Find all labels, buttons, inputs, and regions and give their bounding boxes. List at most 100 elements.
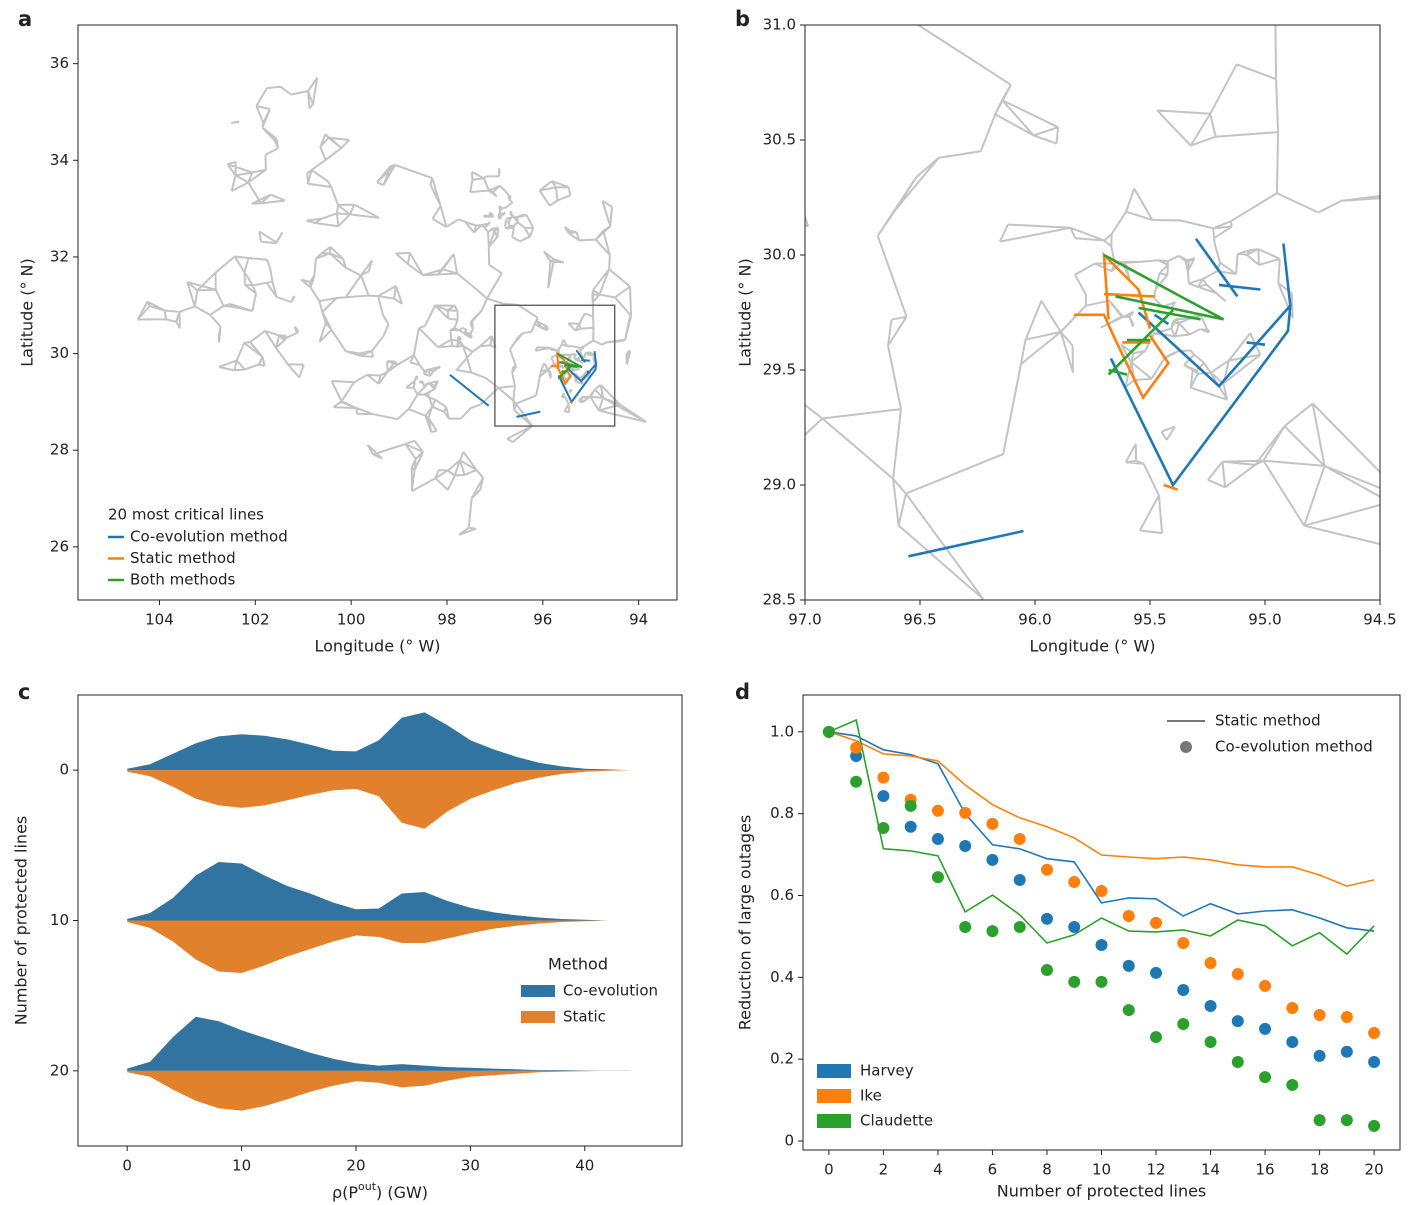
y-tick-label: 0.4 xyxy=(770,968,794,986)
y-tick-label: 0.2 xyxy=(770,1050,794,1068)
coevolution-dot xyxy=(1231,1056,1244,1069)
panel-label: c xyxy=(18,680,30,704)
y-tick-label: 0.8 xyxy=(770,804,794,822)
x-tick-label: 96.5 xyxy=(903,611,936,629)
y-axis-label: Number of protected lines xyxy=(12,816,31,1026)
legend-swatch xyxy=(817,1064,851,1078)
y-tick-label: 28 xyxy=(50,441,69,459)
coevolution-dot xyxy=(1259,979,1272,992)
axes-frame xyxy=(804,24,1381,601)
x-tick-label: 96 xyxy=(533,611,552,629)
legend-label: Harvey xyxy=(860,1062,914,1080)
coevolution-dot xyxy=(1013,873,1026,886)
coevolution-dot xyxy=(1368,1026,1381,1039)
coevolution-dot xyxy=(1368,1119,1381,1132)
legend-label: Static method xyxy=(130,549,236,567)
coevolution-dot xyxy=(931,804,944,817)
coevolution-dot xyxy=(1313,1114,1326,1127)
x-tick-label: 4 xyxy=(933,1161,943,1179)
coevolution-dot xyxy=(1340,1011,1353,1024)
coevolution-dot xyxy=(877,821,890,834)
grid-network xyxy=(805,25,1380,600)
coevolution-dot xyxy=(931,833,944,846)
legend-title: Method xyxy=(548,955,608,974)
legend-dot-key xyxy=(1180,741,1192,753)
coevolution-dot xyxy=(1095,884,1108,897)
legend-swatch xyxy=(521,985,555,997)
legend-label: Co-evolution xyxy=(563,982,658,1000)
x-tick-label: 18 xyxy=(1310,1161,1329,1179)
x-tick-label: 95.0 xyxy=(1248,611,1281,629)
x-axis-label-part: ρ(P xyxy=(332,1183,358,1202)
x-tick-label: 16 xyxy=(1256,1161,1275,1179)
x-tick-label: 98 xyxy=(437,611,456,629)
y-tick-label: 30 xyxy=(50,344,69,362)
coevolution-dot xyxy=(931,871,944,884)
coevolution-dot xyxy=(1040,963,1053,976)
critical-lines xyxy=(1074,251,1179,491)
coevolution-dot xyxy=(1068,975,1081,988)
y-tick-label: 0 xyxy=(59,761,69,779)
violin-half xyxy=(127,862,631,921)
coevolution-dot xyxy=(1013,921,1026,934)
coevolution-dot xyxy=(1068,921,1081,934)
y-tick-label: 29.0 xyxy=(763,476,796,494)
x-axis-label: Longitude (° W) xyxy=(314,637,440,656)
coevolution-dot xyxy=(1204,957,1217,970)
y-tick-label: 30.5 xyxy=(763,131,796,149)
legend-label: Static xyxy=(563,1008,606,1026)
y-tick-label: 10 xyxy=(50,911,69,929)
panel-label: d xyxy=(735,680,750,704)
x-tick-label: 0 xyxy=(824,1161,834,1179)
coevolution-dot xyxy=(1122,1004,1135,1017)
y-tick-label: 0.6 xyxy=(770,886,794,904)
critical-lines xyxy=(551,350,573,404)
x-axis-label-part: out xyxy=(358,1180,377,1193)
legend-label: Co-evolution method xyxy=(130,528,288,546)
x-tick-label: 95.5 xyxy=(1133,611,1166,629)
x-axis-label: Number of protected lines xyxy=(997,1182,1207,1201)
legend-swatch xyxy=(521,1011,555,1023)
legend-title: 20 most critical lines xyxy=(108,506,264,524)
x-tick-label: 6 xyxy=(988,1161,998,1179)
coevolution-dot xyxy=(1040,863,1053,876)
coevolution-dot xyxy=(1122,909,1135,922)
x-tick-label: 96.0 xyxy=(1018,611,1051,629)
coevolution-dot xyxy=(877,790,890,803)
y-tick-label: 26 xyxy=(50,537,69,555)
panel-label: a xyxy=(18,7,32,31)
x-axis-label: ρ(Pout) (GW) xyxy=(332,1180,428,1202)
y-tick-label: 29.5 xyxy=(763,361,796,379)
coevolution-dot xyxy=(1368,1056,1381,1069)
y-tick-label: 32 xyxy=(50,247,69,265)
coevolution-dot xyxy=(904,799,917,812)
legend-label: Co-evolution method xyxy=(1215,738,1373,756)
x-tick-label: 10 xyxy=(232,1157,251,1175)
plot-area xyxy=(805,25,1380,600)
coevolution-dot xyxy=(1313,1049,1326,1062)
coevolution-dot xyxy=(1286,1035,1299,1048)
coevolution-dot xyxy=(1040,912,1053,925)
x-tick-label: 97.0 xyxy=(788,611,821,629)
x-tick-label: 20 xyxy=(346,1157,365,1175)
x-tick-label: 102 xyxy=(241,611,270,629)
coevolution-dot xyxy=(1177,984,1190,997)
y-tick-label: 20 xyxy=(50,1061,69,1079)
coevolution-dot xyxy=(877,771,890,784)
y-tick-label: 30.0 xyxy=(763,246,796,264)
critical-lines xyxy=(556,352,583,380)
coevolution-dot xyxy=(1150,966,1163,979)
legend-label: Ike xyxy=(860,1087,882,1105)
coevolution-dot xyxy=(1259,1071,1272,1084)
inset-box xyxy=(494,304,616,427)
coevolution-dot xyxy=(1313,1008,1326,1021)
legend-swatch xyxy=(817,1114,851,1128)
plot-area xyxy=(136,77,647,536)
y-tick-label: 0 xyxy=(784,1131,794,1149)
x-tick-label: 0 xyxy=(122,1157,132,1175)
coevolution-dot xyxy=(850,741,863,754)
y-axis-label: Reduction of large outages xyxy=(736,815,755,1031)
legend-label: Static method xyxy=(1215,712,1321,730)
coevolution-dot xyxy=(1122,959,1135,972)
